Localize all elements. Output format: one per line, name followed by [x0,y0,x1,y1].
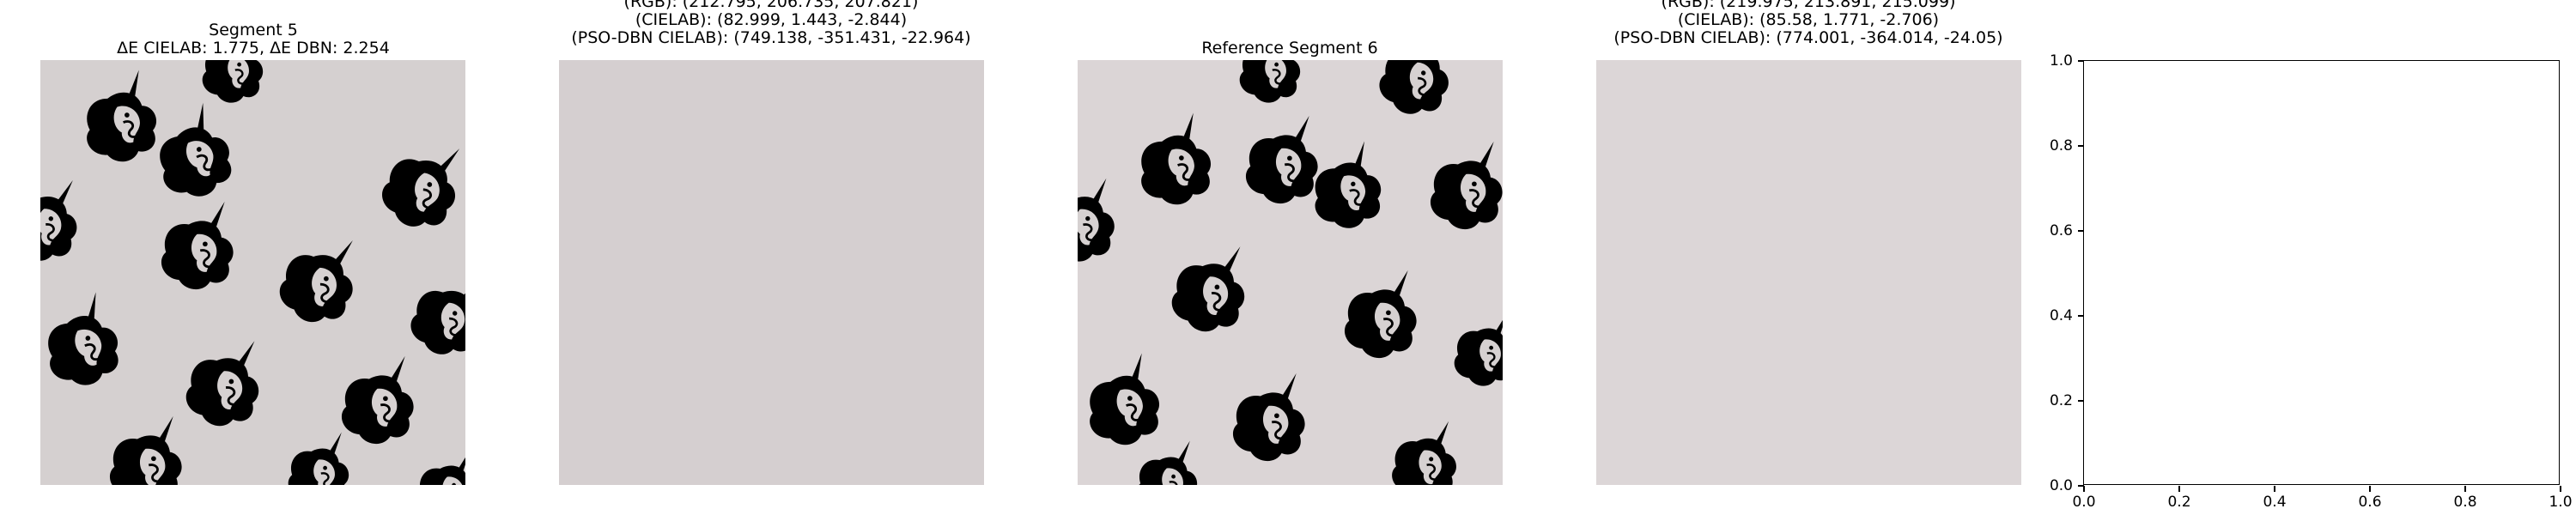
unicorn-motif [40,180,77,261]
unicorn-motif [1139,440,1198,485]
unicorn-motif [1379,60,1449,114]
x-tick-mark [2178,486,2180,492]
panel2-rgb-line: (RGB): (212.795, 206.735, 207.821) [623,0,919,11]
unicorn-motif [1239,60,1301,103]
unicorn-motif [1078,178,1115,262]
unicorn-motif [410,276,465,354]
unicorn-motif [1454,319,1503,386]
y-tick-label: 0.2 [2049,392,2073,409]
panel4-rgb-line: (RGB): (219.975, 213.891, 215.099) [1661,0,1956,11]
y-tick-label: 0.6 [2049,222,2073,239]
panel3-title-line1: Reference Segment 6 [1201,39,1378,58]
y-tick-label: 1.0 [2049,52,2073,70]
x-tick-label: 0.0 [2072,494,2096,511]
panel3-title: Reference Segment 6 [1201,39,1377,58]
panel4-title: (RGB): (219.975, 213.891, 215.099) (CIEL… [1613,0,2002,47]
panel1-title: Segment 5 ΔE CIELAB: 1.775, ΔE DBN: 2.25… [117,21,390,58]
panel1-title-line1: Segment 5 [209,21,298,39]
segment5-image [40,60,465,485]
unicorn-motif [1344,270,1417,359]
unicorn-motif [1315,141,1382,228]
segment5-color-swatch [559,60,984,485]
y-tick-label: 0.0 [2049,477,2073,494]
unicorn-motif [382,148,460,227]
y-tick-mark [2078,315,2084,317]
reference-segment6-image [1078,60,1503,485]
pattern-canvas [40,60,465,485]
y-tick-mark [2078,230,2084,232]
pattern-canvas [1078,60,1503,485]
unicorn-motif [1171,246,1245,332]
unicorn-motif [279,240,353,323]
y-tick-label: 0.4 [2049,307,2073,324]
panel4-cielab-line: (CIELAB): (85.58, 1.771, -2.706) [1677,10,1940,29]
unicorn-motif [1245,115,1318,204]
unicorn-motif [160,102,232,197]
x-tick-mark [2083,486,2085,492]
unicorn-motif [1392,421,1456,485]
x-tick-label: 0.4 [2263,494,2287,511]
y-tick-label: 0.8 [2049,137,2073,154]
x-tick-label: 0.8 [2453,494,2477,511]
unicorn-motif [341,355,414,445]
y-tick-mark [2078,485,2084,487]
unicorn-motif [202,60,264,103]
unicorn-motif [420,457,465,485]
x-tick-mark [2464,486,2466,492]
unicorn-motif [1141,112,1211,205]
panel2-psodbn-line: (PSO-DBN CIELAB): (749.138, -351.431, -2… [571,28,971,47]
reference-segment6-color-swatch [1596,60,2021,485]
x-tick-mark [2274,486,2275,492]
unicorn-motif [87,70,156,162]
y-tick-mark [2078,400,2084,402]
unicorn-motif [48,292,118,385]
panel2-title: (RGB): (212.795, 206.735, 207.821) (CIEL… [571,0,970,47]
y-tick-mark [2078,60,2084,62]
y-tick-mark [2078,145,2084,147]
unicorn-motif [1232,373,1305,462]
unicorn-motif [185,341,259,427]
panel1-title-line2: ΔE CIELAB: 1.775, ΔE DBN: 2.254 [117,39,390,58]
unicorn-motif [110,415,182,485]
x-tick-mark [2369,486,2371,492]
unicorn-motif [288,432,349,485]
panel2-cielab-line: (CIELAB): (82.999, 1.443, -2.844) [635,10,908,29]
empty-axes: 0.0 0.2 0.4 0.6 0.8 1.0 0.0 0.2 0.4 0.6 0.8 1.0 [2050,53,2573,510]
x-tick-label: 0.6 [2358,494,2382,511]
panel4-psodbn-line: (PSO-DBN CIELAB): (774.001, -364.014, -2… [1613,28,2003,47]
unicorn-motif [1090,353,1159,445]
x-tick-mark [2560,486,2561,492]
x-tick-label: 0.2 [2167,494,2191,511]
unicorn-motif [161,201,234,290]
x-tick-label: 1.0 [2549,494,2573,511]
unicorn-motif [1430,141,1503,230]
